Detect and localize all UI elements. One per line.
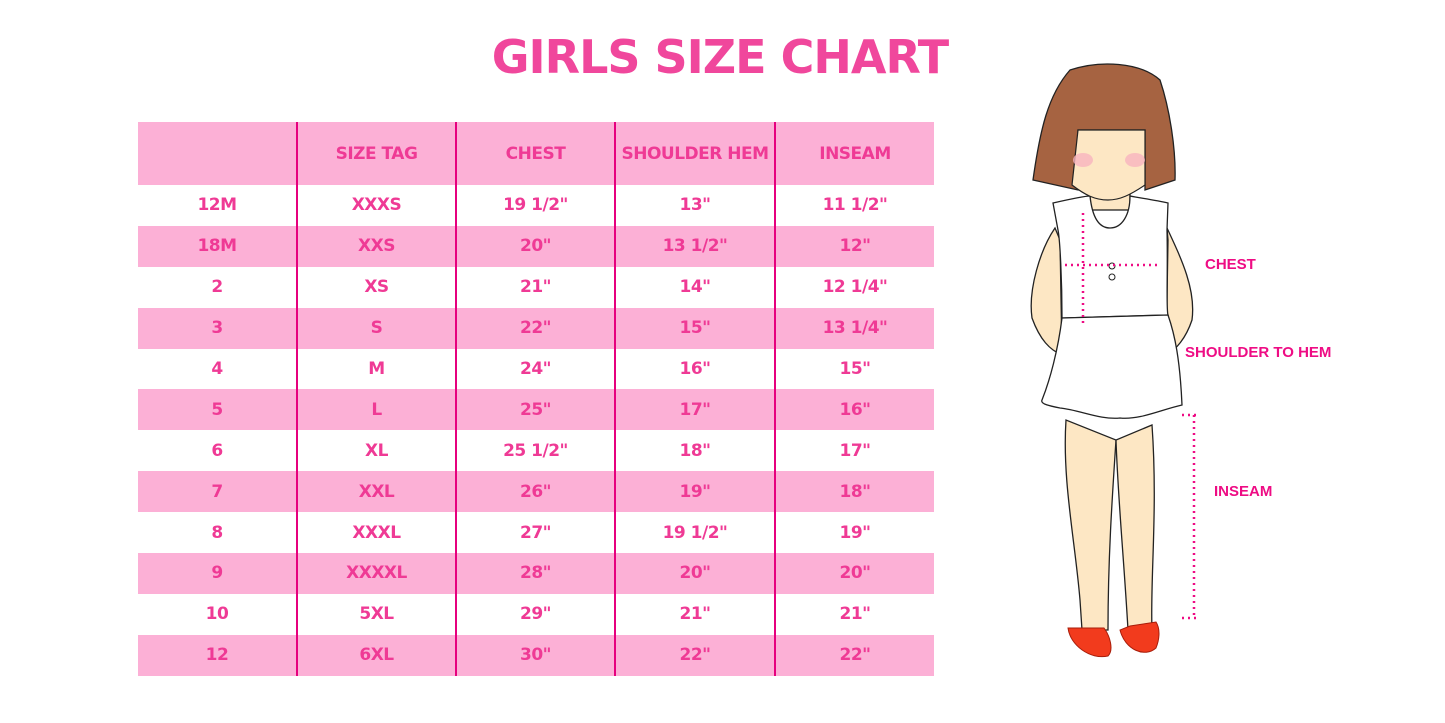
cell-inseam: 15" xyxy=(774,348,934,390)
cell-inseam: 16" xyxy=(774,389,934,431)
cell-size: 9 xyxy=(138,553,297,594)
cell-shoulder-hem: 18" xyxy=(614,430,775,472)
cell-chest: 24" xyxy=(455,348,615,390)
cell-size-tag: 5XL xyxy=(296,593,456,635)
cell-shoulder-hem: 19 1/2" xyxy=(614,512,775,554)
cell-shoulder-hem: 22" xyxy=(614,634,775,676)
table-row: 10 5XL 29" 21" 21" xyxy=(138,593,934,635)
cell-size: 12 xyxy=(138,634,297,676)
table-row: 2 XS 21" 14" 12 1/4" xyxy=(138,266,934,308)
table-row: 9 XXXXL 28" 20" 20" xyxy=(138,553,934,594)
cell-inseam: 11 1/2" xyxy=(774,185,934,226)
cell-size: 12M xyxy=(197,195,237,216)
cell-chest: 26" xyxy=(455,471,615,513)
cell-size-tag: S xyxy=(296,307,456,349)
cell-chest: 30" xyxy=(455,634,615,676)
table-row: 3 S 22" 15" 13 1/4" xyxy=(138,307,934,349)
girl-measurement-illustration: CHEST SHOULDER TO HEM INSEAM xyxy=(1000,50,1420,690)
table-row: 12M XXXS 19 1/2" 13" 11 1/2" xyxy=(138,185,934,226)
cell-chest: 25 1/2" xyxy=(455,430,615,472)
cell-shoulder-hem: 20" xyxy=(614,553,775,594)
cell-chest: 20" xyxy=(455,225,615,267)
cell-size: 7 xyxy=(138,471,297,513)
cell-size-tag: XXS xyxy=(296,225,456,267)
cell-size-tag: M xyxy=(296,348,456,390)
header-inseam: INSEAM xyxy=(774,122,934,185)
cell-size-tag: L xyxy=(296,389,456,431)
cell-size: 8 xyxy=(211,522,223,543)
cell-chest: 29" xyxy=(455,593,615,635)
page-title: GIRLS SIZE CHART xyxy=(491,30,949,84)
size-chart-table: SIZE TAG CHEST SHOULDER HEM INSEAM 12M XX… xyxy=(138,122,934,676)
table-row: 18M XXS 20" 13 1/2" 12" xyxy=(138,225,934,267)
table-row: 8 XXXL 27" 19 1/2" 19" xyxy=(138,512,934,554)
cell-shoulder-hem: 19" xyxy=(614,471,775,513)
cell-inseam: 22" xyxy=(774,634,934,676)
table-row: 12 6XL 30" 22" 22" xyxy=(138,634,934,676)
cell-size-tag: XXXXL xyxy=(296,553,456,594)
cell-shoulder-hem: 21" xyxy=(614,593,775,635)
cell-size-tag: 6XL xyxy=(296,634,456,676)
cell-chest: 27" xyxy=(455,512,615,554)
cell-chest: 28" xyxy=(455,553,615,594)
cell-size: 2 xyxy=(211,277,223,298)
shoulder-to-hem-label: SHOULDER TO HEM xyxy=(1185,344,1332,361)
table-row: 6 XL 25 1/2" 18" 17" xyxy=(138,430,934,472)
header-size xyxy=(138,122,297,185)
cell-size-tag: XL xyxy=(296,430,456,472)
table-header-row: SIZE TAG CHEST SHOULDER HEM INSEAM xyxy=(138,122,934,185)
cell-inseam: 12" xyxy=(774,225,934,267)
cell-inseam: 17" xyxy=(774,430,934,472)
cell-shoulder-hem: 13 1/2" xyxy=(614,225,775,267)
cell-size: 3 xyxy=(138,307,297,349)
header-chest: CHEST xyxy=(455,122,615,185)
inseam-label: INSEAM xyxy=(1214,483,1273,500)
cell-chest: 19 1/2" xyxy=(455,185,615,226)
cell-inseam: 19" xyxy=(774,512,934,554)
cell-shoulder-hem: 13" xyxy=(614,185,775,226)
cell-size-tag: XXXS xyxy=(296,185,456,226)
cell-chest: 22" xyxy=(455,307,615,349)
header-size-tag: SIZE TAG xyxy=(296,122,456,185)
cell-size-tag: XS xyxy=(296,266,456,308)
cell-shoulder-hem: 15" xyxy=(614,307,775,349)
cell-inseam: 21" xyxy=(774,593,934,635)
cell-chest: 21" xyxy=(455,266,615,308)
cell-shoulder-hem: 17" xyxy=(614,389,775,431)
cell-size: 6 xyxy=(211,440,223,461)
cell-inseam: 18" xyxy=(774,471,934,513)
cell-inseam: 20" xyxy=(774,553,934,594)
cell-size: 5 xyxy=(138,389,297,431)
cell-size: 18M xyxy=(138,225,297,267)
cell-chest: 25" xyxy=(455,389,615,431)
table-row: 4 M 24" 16" 15" xyxy=(138,348,934,390)
cell-shoulder-hem: 14" xyxy=(614,266,775,308)
cell-size: 10 xyxy=(205,604,229,625)
cell-inseam: 12 1/4" xyxy=(774,266,934,308)
cell-shoulder-hem: 16" xyxy=(614,348,775,390)
cell-size: 4 xyxy=(211,359,223,379)
chest-label: CHEST xyxy=(1205,256,1256,273)
table-row: 7 XXL 26" 19" 18" xyxy=(138,471,934,513)
cell-size-tag: XXXL xyxy=(296,512,456,554)
cell-inseam: 13 1/4" xyxy=(774,307,934,349)
girl-figure-icon xyxy=(1030,63,1200,658)
cell-size-tag: XXL xyxy=(296,471,456,513)
header-shoulder-hem: SHOULDER HEM xyxy=(614,122,775,185)
table-row: 5 L 25" 17" 16" xyxy=(138,389,934,431)
